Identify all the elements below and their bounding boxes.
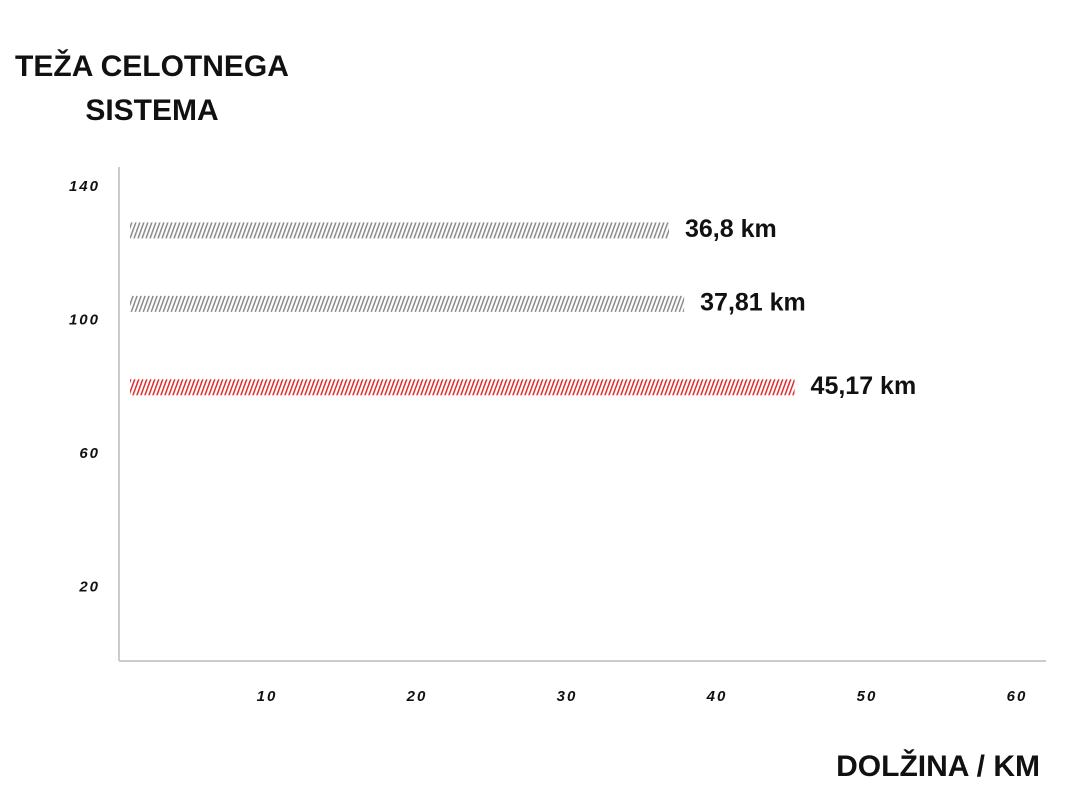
y-tick-label: 140 — [69, 178, 100, 195]
x-axis-title: DOLŽINA / KM — [836, 749, 1040, 783]
y-tick-label: 60 — [79, 445, 100, 462]
y-axis-title: TEŽA CELOTNEGA — [15, 49, 289, 83]
y-tick-label: 100 — [69, 312, 100, 329]
y-axis-title: SISTEMA — [85, 94, 218, 127]
bar — [130, 295, 685, 312]
x-tick-label: 50 — [857, 688, 878, 705]
bar — [130, 222, 669, 239]
value-label: 36,8 km — [685, 215, 777, 243]
x-tick-label: 60 — [1007, 688, 1028, 705]
value-label: 37,81 km — [700, 288, 806, 316]
y-tick-label: 20 — [78, 579, 100, 596]
x-tick-label: 10 — [257, 688, 278, 705]
x-tick-label: 20 — [406, 688, 428, 705]
x-tick-label: 30 — [557, 688, 578, 705]
value-label: 45,17 km — [811, 372, 917, 400]
x-tick-label: 40 — [706, 688, 728, 705]
bar — [130, 379, 795, 396]
